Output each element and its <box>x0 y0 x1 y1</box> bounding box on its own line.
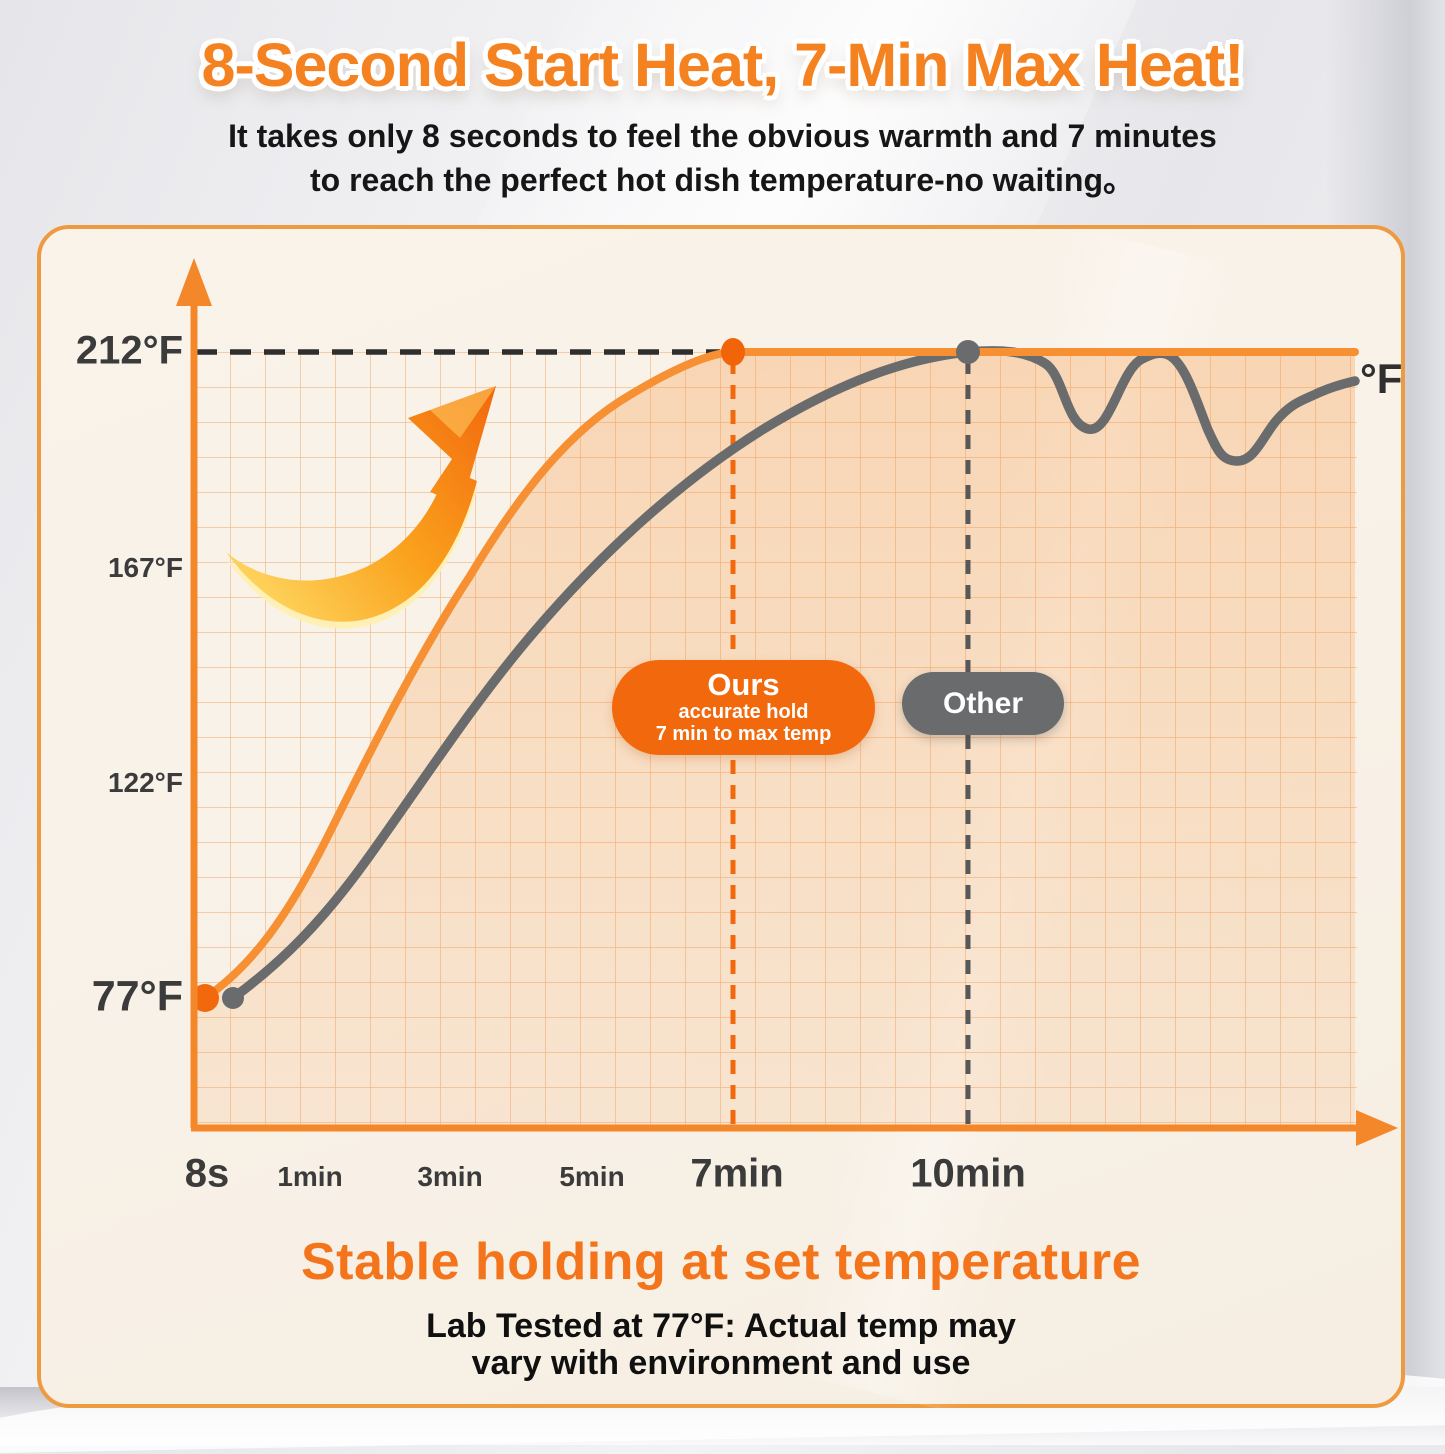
ours-series-pill: Ours accurate hold 7 min to max temp <box>612 660 875 755</box>
header: 8-Second Start Heat, 7-Min Max Heat! It … <box>0 30 1445 202</box>
x-tick-7min: 7min <box>690 1151 784 1196</box>
y-tick-122f: 122°F <box>107 767 183 798</box>
footer-headline: Stable holding at set temperature <box>301 1233 1141 1291</box>
y-tick-212f: 212°F <box>75 328 183 373</box>
subtitle-line-2: to reach the perfect hot dish temperatur… <box>310 162 1135 199</box>
y-tick-77f: 77°F <box>91 972 183 1021</box>
footer-note-line-2: vary with environment and use <box>471 1344 971 1382</box>
x-tick-8s: 8s <box>184 1151 230 1196</box>
other-pill-label: Other <box>942 686 1023 720</box>
ours-pill-line2: 7 min to max temp <box>655 723 832 746</box>
x-tick-1min: 1min <box>277 1161 343 1192</box>
unit-label-fahrenheit: °F <box>1360 355 1403 402</box>
subtitle-line-1: It takes only 8 seconds to feel the obvi… <box>228 118 1217 154</box>
other-series-pill: Other <box>902 672 1064 735</box>
ours-pill-title: Ours <box>707 667 780 703</box>
footer-note: Lab Tested at 77°F: Actual temp may vary… <box>37 1308 1405 1382</box>
x-tick-10min: 10min <box>910 1151 1026 1196</box>
x-tick-5min: 5min <box>559 1161 625 1192</box>
footer: Stable holding at set temperature Lab Te… <box>37 1232 1405 1382</box>
page-title: 8-Second Start Heat, 7-Min Max Heat! <box>201 31 1245 99</box>
x-tick-3min: 3min <box>417 1161 483 1192</box>
page-subtitle: It takes only 8 seconds to feel the obvi… <box>0 114 1445 202</box>
ours-pill-line1: accurate hold <box>678 700 809 723</box>
y-tick-167f: 167°F <box>107 552 183 583</box>
footer-note-line-1: Lab Tested at 77°F: Actual temp may <box>426 1307 1016 1345</box>
